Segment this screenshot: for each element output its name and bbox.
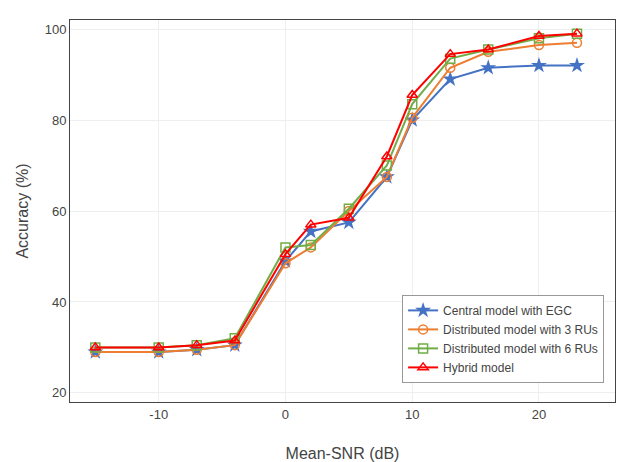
svg-text:0: 0 — [282, 407, 289, 422]
svg-text:40: 40 — [52, 295, 66, 310]
svg-text:100: 100 — [45, 22, 67, 37]
svg-text:Distributed model with 3 RUs: Distributed model with 3 RUs — [443, 323, 598, 337]
svg-text:80: 80 — [52, 113, 66, 128]
svg-text:Central model with EGC: Central model with EGC — [443, 304, 572, 318]
svg-text:Hybrid model: Hybrid model — [443, 361, 514, 375]
svg-text:10: 10 — [405, 407, 419, 422]
svg-text:20: 20 — [532, 407, 546, 422]
svg-text:60: 60 — [52, 204, 66, 219]
svg-text:-10: -10 — [149, 407, 168, 422]
svg-text:20: 20 — [52, 385, 66, 400]
svg-text:Mean-SNR (dB): Mean-SNR (dB) — [286, 445, 400, 462]
svg-text:Accuracy (%): Accuracy (%) — [14, 163, 31, 258]
svg-text:Distributed model with 6 RUs: Distributed model with 6 RUs — [443, 342, 598, 356]
